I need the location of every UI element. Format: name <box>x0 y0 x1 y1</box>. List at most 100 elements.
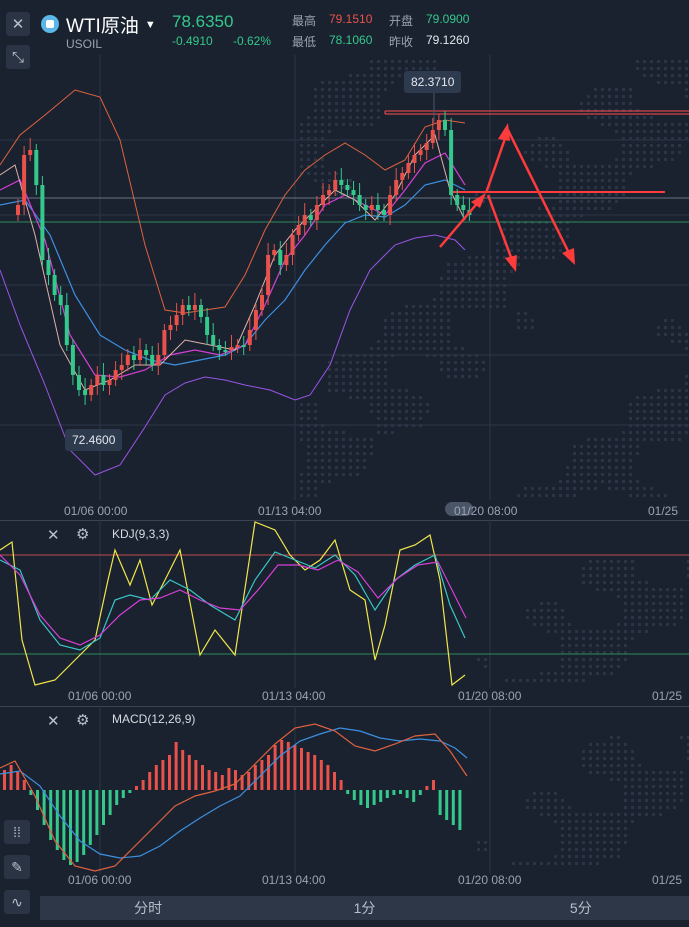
map-dot <box>475 270 478 273</box>
map-dot <box>531 228 534 231</box>
high-value: 79.1510 <box>329 12 373 26</box>
map-dot <box>603 750 606 753</box>
macd-chart[interactable] <box>0 706 689 874</box>
map-dot <box>568 658 571 661</box>
settings-icon[interactable]: ⚙ <box>76 526 90 543</box>
map-dot <box>398 424 401 427</box>
kdj-chart[interactable] <box>0 520 689 688</box>
map-dot <box>547 609 550 612</box>
map-dot <box>412 305 415 308</box>
map-dot <box>645 771 648 774</box>
map-dot <box>503 270 506 273</box>
map-dot <box>370 361 373 364</box>
map-dot <box>356 109 359 112</box>
indicator-tool-button[interactable]: ⁞⁞ <box>4 820 30 844</box>
map-dot <box>538 207 541 210</box>
map-dot <box>666 785 669 788</box>
map-dot <box>664 403 667 406</box>
map-dot <box>645 778 648 781</box>
map-dot <box>496 291 499 294</box>
map-dot <box>666 778 669 781</box>
map-dot <box>391 67 394 70</box>
map-dot <box>300 487 303 490</box>
tab-5min[interactable]: 5分 <box>569 900 592 916</box>
map-dot <box>307 466 310 469</box>
tab-1min[interactable]: 1分 <box>353 900 376 916</box>
map-dot <box>573 487 576 490</box>
map-dot <box>321 123 324 126</box>
map-dot <box>412 326 415 329</box>
candle <box>333 180 338 190</box>
map-dot <box>314 473 317 476</box>
map-dot <box>622 158 625 161</box>
map-dot <box>587 102 590 105</box>
map-dot <box>356 382 359 385</box>
candle <box>351 190 356 195</box>
map-dot <box>629 473 632 476</box>
map-dot <box>356 452 359 455</box>
map-dot <box>454 305 457 308</box>
map-dot <box>622 179 625 182</box>
map-dot <box>624 644 627 647</box>
divider <box>0 706 689 707</box>
map-dot <box>447 312 450 315</box>
map-dot <box>617 778 620 781</box>
draw-tool-button[interactable]: ✎ <box>4 855 30 879</box>
map-dot <box>610 813 613 816</box>
map-dot <box>650 130 653 133</box>
settings-icon[interactable]: ⚙ <box>76 712 90 729</box>
map-dot <box>335 445 338 448</box>
chart-type-button[interactable]: ∿ <box>4 890 30 914</box>
map-dot <box>622 165 625 168</box>
map-dot <box>524 242 527 245</box>
map-dot <box>624 616 627 619</box>
map-dot <box>300 410 303 413</box>
map-dot <box>440 361 443 364</box>
map-dot <box>617 750 620 753</box>
x-label: 01/25 <box>648 504 679 518</box>
shrink-button[interactable]: ⤡ <box>6 45 30 69</box>
map-dot <box>671 326 674 329</box>
map-dot <box>617 623 620 626</box>
map-dot <box>307 473 310 476</box>
macd-bar <box>438 790 442 815</box>
map-dot <box>349 438 352 441</box>
map-dot <box>566 200 569 203</box>
map-dot <box>447 305 450 308</box>
map-dot <box>370 452 373 455</box>
map-dot <box>631 813 634 816</box>
map-dot <box>603 672 606 675</box>
map-dot <box>594 172 597 175</box>
map-dot <box>561 820 564 823</box>
map-dot <box>566 494 569 497</box>
main-price-chart[interactable] <box>0 55 689 500</box>
map-dot <box>589 630 592 633</box>
map-dot <box>461 368 464 371</box>
map-dot <box>601 459 604 462</box>
map-dot <box>678 74 681 77</box>
map-dot <box>363 116 366 119</box>
close-panel-icon[interactable]: ✕ <box>47 527 60 544</box>
map-dot <box>531 319 534 322</box>
tab-timeshare[interactable]: 分时 <box>134 900 163 916</box>
map-dot <box>356 445 359 448</box>
map-dot <box>610 848 613 851</box>
close-panel-icon[interactable]: ✕ <box>47 713 60 730</box>
map-dot <box>377 88 380 91</box>
macd-bar <box>128 790 132 793</box>
map-dot <box>454 270 457 273</box>
map-dot <box>335 88 338 91</box>
map-dot <box>638 764 641 767</box>
map-dot <box>335 81 338 84</box>
map-dot <box>617 771 620 774</box>
scroll-handle[interactable] <box>445 502 473 516</box>
map-dot <box>638 588 641 591</box>
map-dot <box>545 249 548 252</box>
map-dot <box>568 630 571 633</box>
map-dot <box>447 333 450 336</box>
map-dot <box>356 396 359 399</box>
symbol-selector[interactable]: WTI原油 ▼ <box>66 11 156 38</box>
candle <box>345 185 350 190</box>
close-button[interactable]: ✕ <box>6 12 30 36</box>
map-dot <box>643 424 646 427</box>
